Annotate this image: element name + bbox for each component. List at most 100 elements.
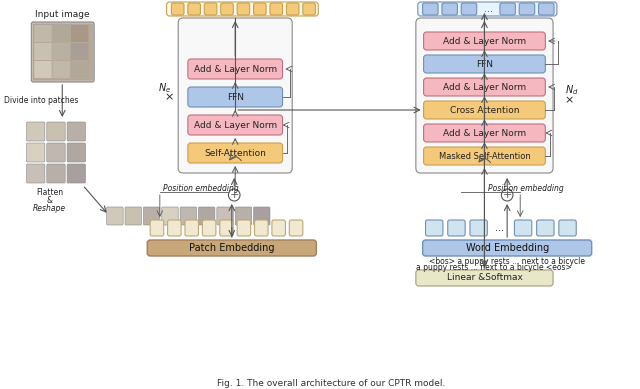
FancyBboxPatch shape <box>35 25 52 42</box>
FancyBboxPatch shape <box>172 3 184 15</box>
FancyBboxPatch shape <box>559 220 576 236</box>
Text: Linear &Softmax: Linear &Softmax <box>447 273 522 282</box>
FancyBboxPatch shape <box>188 115 282 135</box>
FancyBboxPatch shape <box>31 22 94 82</box>
FancyBboxPatch shape <box>71 43 88 60</box>
Text: Position embedding: Position embedding <box>488 184 564 193</box>
FancyBboxPatch shape <box>143 207 160 225</box>
FancyBboxPatch shape <box>220 220 233 236</box>
FancyBboxPatch shape <box>188 3 200 15</box>
FancyBboxPatch shape <box>519 3 534 15</box>
FancyBboxPatch shape <box>422 240 592 256</box>
FancyBboxPatch shape <box>198 207 215 225</box>
FancyBboxPatch shape <box>424 32 545 50</box>
Text: Divide into patches: Divide into patches <box>4 96 78 105</box>
Text: a puppy rests ... next to a bicycle <eos>: a puppy rests ... next to a bicycle <eos… <box>416 263 572 273</box>
FancyBboxPatch shape <box>107 207 123 225</box>
FancyBboxPatch shape <box>422 3 438 15</box>
Text: Self-Attention: Self-Attention <box>204 149 266 158</box>
FancyBboxPatch shape <box>185 220 198 236</box>
FancyBboxPatch shape <box>424 147 545 165</box>
FancyBboxPatch shape <box>147 240 316 256</box>
Text: <bos> a puppy rests ... next to a bicycle: <bos> a puppy rests ... next to a bicycl… <box>429 258 585 266</box>
FancyBboxPatch shape <box>470 220 487 236</box>
Text: $N_e$: $N_e$ <box>158 81 172 95</box>
FancyBboxPatch shape <box>71 61 88 78</box>
Text: Word Embedding: Word Embedding <box>465 243 548 253</box>
FancyBboxPatch shape <box>47 122 65 141</box>
FancyBboxPatch shape <box>52 43 70 60</box>
FancyBboxPatch shape <box>150 220 164 236</box>
Text: ×: × <box>564 96 574 105</box>
FancyBboxPatch shape <box>47 143 65 162</box>
Text: +: + <box>502 190 512 200</box>
FancyBboxPatch shape <box>461 3 477 15</box>
FancyBboxPatch shape <box>424 78 545 96</box>
FancyBboxPatch shape <box>536 220 554 236</box>
FancyBboxPatch shape <box>253 207 270 225</box>
FancyBboxPatch shape <box>515 220 532 236</box>
FancyBboxPatch shape <box>162 207 178 225</box>
FancyBboxPatch shape <box>255 220 268 236</box>
FancyBboxPatch shape <box>253 3 266 15</box>
FancyBboxPatch shape <box>26 164 45 183</box>
FancyBboxPatch shape <box>67 122 86 141</box>
FancyBboxPatch shape <box>188 87 282 107</box>
FancyBboxPatch shape <box>26 143 45 162</box>
FancyBboxPatch shape <box>188 143 282 163</box>
FancyBboxPatch shape <box>237 220 251 236</box>
FancyBboxPatch shape <box>500 3 515 15</box>
Text: ...: ... <box>495 223 504 233</box>
FancyBboxPatch shape <box>538 3 554 15</box>
Text: Cross Attention: Cross Attention <box>450 105 519 114</box>
Text: Flatten: Flatten <box>36 187 63 196</box>
FancyBboxPatch shape <box>287 3 299 15</box>
FancyBboxPatch shape <box>180 207 196 225</box>
Text: ...: ... <box>484 4 493 14</box>
FancyBboxPatch shape <box>272 220 285 236</box>
FancyBboxPatch shape <box>35 43 52 60</box>
Text: FFN: FFN <box>227 93 244 102</box>
Text: Add & Layer Norm: Add & Layer Norm <box>194 121 276 130</box>
FancyBboxPatch shape <box>168 220 181 236</box>
FancyBboxPatch shape <box>202 220 216 236</box>
FancyBboxPatch shape <box>416 18 553 173</box>
Text: Masked Self-Attention: Masked Self-Attention <box>438 151 531 161</box>
Text: Fig. 1. The overall architecture of our CPTR model.: Fig. 1. The overall architecture of our … <box>217 378 445 387</box>
FancyBboxPatch shape <box>235 207 252 225</box>
FancyBboxPatch shape <box>204 3 217 15</box>
FancyBboxPatch shape <box>26 122 45 141</box>
FancyBboxPatch shape <box>426 220 443 236</box>
Text: &: & <box>47 196 52 205</box>
FancyBboxPatch shape <box>221 3 233 15</box>
Text: Add & Layer Norm: Add & Layer Norm <box>443 37 526 46</box>
FancyBboxPatch shape <box>188 59 282 79</box>
FancyBboxPatch shape <box>52 61 70 78</box>
FancyBboxPatch shape <box>166 2 318 16</box>
FancyBboxPatch shape <box>424 55 545 73</box>
FancyBboxPatch shape <box>424 124 545 142</box>
Text: $N_d$: $N_d$ <box>564 84 579 97</box>
FancyBboxPatch shape <box>125 207 141 225</box>
FancyBboxPatch shape <box>67 143 86 162</box>
FancyBboxPatch shape <box>442 3 458 15</box>
FancyBboxPatch shape <box>303 3 316 15</box>
Text: FFN: FFN <box>476 60 493 68</box>
Text: ×: × <box>164 92 173 102</box>
FancyBboxPatch shape <box>33 24 92 80</box>
FancyBboxPatch shape <box>35 61 52 78</box>
FancyBboxPatch shape <box>237 3 250 15</box>
FancyBboxPatch shape <box>416 270 553 286</box>
Text: Add & Layer Norm: Add & Layer Norm <box>443 82 526 91</box>
FancyBboxPatch shape <box>418 2 557 16</box>
FancyBboxPatch shape <box>270 3 282 15</box>
Text: Add & Layer Norm: Add & Layer Norm <box>194 65 276 74</box>
FancyBboxPatch shape <box>217 207 233 225</box>
FancyBboxPatch shape <box>424 101 545 119</box>
Text: +: + <box>230 190 239 200</box>
Text: Input image: Input image <box>35 9 90 19</box>
FancyBboxPatch shape <box>71 25 88 42</box>
Text: Add & Layer Norm: Add & Layer Norm <box>443 128 526 137</box>
FancyBboxPatch shape <box>52 25 70 42</box>
FancyBboxPatch shape <box>289 220 303 236</box>
